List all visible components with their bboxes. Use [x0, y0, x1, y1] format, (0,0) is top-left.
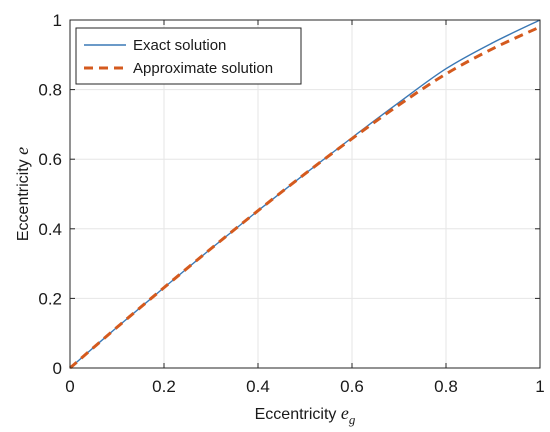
y-tick-label: 0.2	[38, 289, 62, 308]
x-tick-label: 0.8	[434, 377, 458, 396]
plot-frame	[69, 19, 541, 369]
y-tick-label: 1	[53, 11, 62, 30]
x-tick-label: 0.2	[152, 377, 176, 396]
legend-label-approximate: Approximate solution	[133, 60, 273, 77]
y-axis-label-text: Eccentricity	[15, 155, 32, 241]
legend-label-exact: Exact solution	[133, 37, 226, 54]
x-tick-label: 0.6	[340, 377, 364, 396]
y-tick-labels: 0 0.2 0.4 0.6 0.8 1	[38, 11, 62, 378]
x-tick-label: 0.4	[246, 377, 270, 396]
y-tick-label: 0.6	[38, 150, 62, 169]
legend-box	[75, 27, 302, 85]
y-tick-label: 0.4	[38, 220, 62, 239]
x-axis-symbol: e	[341, 403, 349, 423]
x-axis-label-text: Eccentricity	[255, 406, 341, 423]
x-tick-label: 1	[535, 377, 544, 396]
x-tick-label: 0	[65, 377, 74, 396]
y-axis-symbol: e	[12, 147, 32, 155]
x-axis-label: Eccentricity eg	[255, 403, 356, 427]
legend: Exact solution Approximate solution	[75, 27, 302, 85]
x-tick-marks	[69, 20, 541, 368]
x-tick-labels: 0 0.2 0.4 0.6 0.8 1	[65, 377, 544, 396]
series-approximate-solution-line	[69, 25, 541, 370]
y-tick-marks	[70, 19, 540, 369]
y-tick-label: 0.8	[38, 81, 62, 100]
series-layer	[69, 19, 541, 370]
y-tick-label: 0	[53, 359, 62, 378]
y-axis-label: Eccentricity e	[12, 147, 32, 241]
x-axis-subscript: g	[349, 412, 356, 427]
